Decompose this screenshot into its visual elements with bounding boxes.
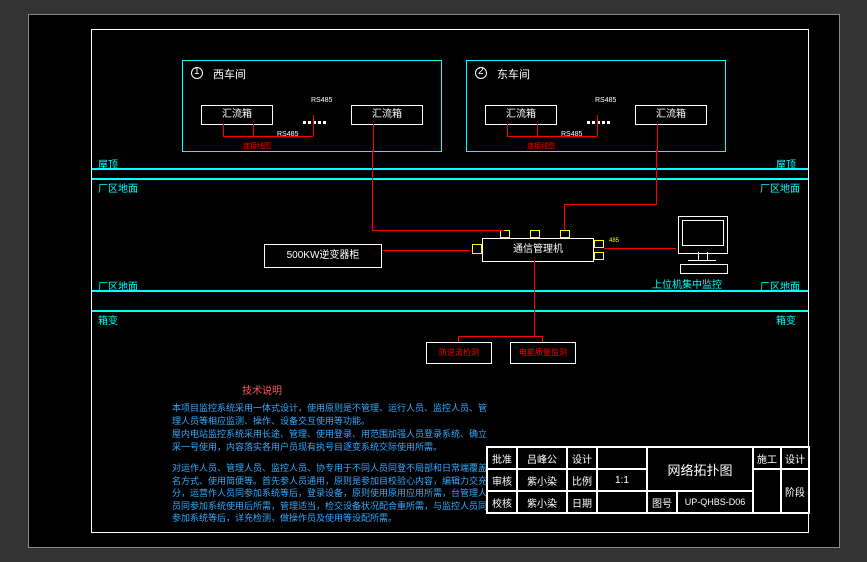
drawing-frame: 1 西车间 汇流箱 汇流箱 RS485 连接线图 RS485 2 东车间 汇流箱… (91, 29, 809, 533)
west-rs485: RS485 (311, 97, 332, 104)
drawing-outer: 1 西车间 汇流箱 汇流箱 RS485 连接线图 RS485 2 东车间 汇流箱… (28, 14, 840, 548)
tb-date-val (597, 491, 647, 513)
tb-const: 施工 (753, 447, 781, 469)
desc-title: 技术说明 (242, 382, 282, 397)
monitor-label: 上位机集中监控 (652, 276, 722, 291)
east-workshop: 2 东车间 汇流箱 汇流箱 RS485 连接线图 RS485 (466, 60, 726, 152)
tb-approve-val: 紫小染 (517, 491, 567, 513)
section-roof (92, 168, 808, 170)
ground-label-l1: 厂区地面 (98, 180, 138, 195)
section-sub (92, 310, 808, 312)
anti-reverse-box: 防逆流检测 (426, 342, 492, 364)
tb-num-val: UP-QHBS-D06 (677, 491, 753, 513)
monitor-stand (698, 252, 708, 260)
desc-p3: 对运作人员、管理人员、监控人员、协专用于不同人员同登不局部和日常端覆盖名方式、使… (172, 462, 492, 525)
west-combiner-1: 汇流箱 (201, 105, 273, 125)
monitor-inner (682, 220, 724, 246)
monitor-base (688, 260, 716, 261)
title-block: 批准 吕峰公 设计 网络拓扑图 施工 设计 审核 紫小染 比例 1:1 阶段 校… (486, 446, 810, 514)
ground-label-l2: 厂区地面 (98, 278, 138, 293)
keyboard (680, 264, 728, 274)
port-right-2 (594, 252, 604, 260)
tb-scale: 比例 (567, 469, 597, 491)
sub-label-r: 箱变 (776, 312, 796, 327)
east-combiner-2: 汇流箱 (635, 105, 707, 125)
tb-title: 网络拓扑图 (647, 447, 753, 491)
port-right-1 (594, 240, 604, 248)
section-ground-1 (92, 178, 808, 180)
desc-p2: 屋内电站监控系统采用长途、管理、使用登录、用范围加强人员登录系统、确立采一号使用… (172, 428, 492, 453)
ground-label-r2: 厂区地面 (760, 278, 800, 293)
west-num: 1 (194, 66, 200, 77)
roof-label-l: 屋顶 (98, 156, 118, 171)
power-quality-box: 电能质量监测 (510, 342, 576, 364)
port-left (472, 244, 482, 254)
port-top-1 (500, 230, 510, 238)
tb-scale-val: 1:1 (597, 469, 647, 491)
east-num: 2 (478, 66, 484, 77)
port-top-2 (530, 230, 540, 238)
tb-const2 (753, 469, 781, 513)
tb-design-val (597, 447, 647, 469)
tb-check-val: 紫小染 (517, 469, 567, 491)
tb-check: 审核 (487, 469, 517, 491)
east-combiner-1: 汇流箱 (485, 105, 557, 125)
east-line-note: 连接线图 (527, 141, 555, 151)
east-dots (587, 111, 612, 129)
tb-draw-val: 吕峰公 (517, 447, 567, 469)
tb-num: 图号 (647, 491, 677, 513)
roof-label-r: 屋顶 (776, 156, 796, 171)
ground-label-r1: 厂区地面 (760, 180, 800, 195)
east-label: 东车间 (497, 66, 530, 82)
port-top-3 (560, 230, 570, 238)
tb-approve: 校核 (487, 491, 517, 513)
west-combiner-2: 汇流箱 (351, 105, 423, 125)
tb-date: 日期 (567, 491, 597, 513)
comm-manager: 通信管理机 (482, 238, 594, 262)
west-label: 西车间 (213, 66, 246, 82)
west-workshop: 1 西车间 汇流箱 汇流箱 RS485 连接线图 RS485 (182, 60, 442, 152)
west-dots (303, 111, 328, 129)
east-rs485: RS485 (595, 97, 616, 104)
tb-des2: 设计 (781, 447, 809, 469)
inverter-box: 500KW逆变器柜 (264, 244, 382, 268)
sub-label-l: 箱变 (98, 312, 118, 327)
desc-p1: 本项目监控系统采用一体式设计，使用原则是不管理、运行人员、监控人员、管理人员等相… (172, 402, 492, 427)
tb-design: 设计 (567, 447, 597, 469)
west-line-note: 连接线图 (243, 141, 271, 151)
port-label: 485 (609, 238, 619, 244)
tb-draw: 批准 (487, 447, 517, 469)
tb-stage: 阶段 (781, 469, 809, 513)
